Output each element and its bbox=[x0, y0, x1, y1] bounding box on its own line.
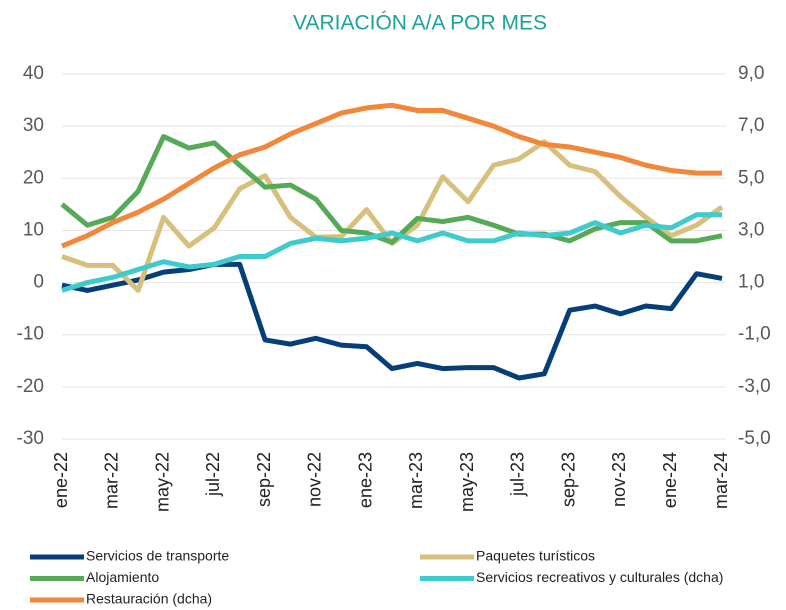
series-line bbox=[61, 139, 724, 293]
y-tick-label: 20 bbox=[23, 167, 44, 188]
y-tick-label: 0 bbox=[33, 272, 44, 293]
x-tick-label: mar-24 bbox=[711, 452, 731, 509]
legend-label: Servicios de transporte bbox=[86, 548, 229, 564]
y2-tick-label: 3,0 bbox=[738, 219, 764, 240]
y-tick-label: 10 bbox=[23, 219, 44, 240]
legend-label: Servicios recreativos y culturales (dcha… bbox=[476, 569, 723, 585]
y2-tick-label: 1,0 bbox=[738, 272, 764, 293]
y-tick-label: -20 bbox=[17, 376, 44, 397]
y2-tick-label: -5,0 bbox=[738, 428, 771, 449]
x-tick-label: nov-22 bbox=[305, 452, 325, 507]
x-tick-label: mar-23 bbox=[406, 452, 426, 509]
y2-tick-label: 5,0 bbox=[738, 167, 764, 188]
x-tick-label: sep-23 bbox=[558, 452, 578, 507]
y-tick-label: 40 bbox=[23, 63, 44, 84]
x-tick-label: mar-22 bbox=[102, 452, 122, 509]
x-tick-label: ene-22 bbox=[51, 452, 71, 508]
x-tick-label: nov-23 bbox=[609, 452, 629, 507]
series-line bbox=[61, 261, 723, 381]
series-line bbox=[61, 212, 722, 293]
y2-tick-label: 7,0 bbox=[738, 115, 764, 136]
x-tick-label: sep-22 bbox=[254, 452, 274, 507]
x-tick-label: may-22 bbox=[152, 452, 172, 512]
series-line bbox=[61, 102, 722, 249]
series-line bbox=[60, 134, 723, 245]
y2-tick-label: 9,0 bbox=[738, 63, 764, 84]
chart-title: VARIACIÓN A/A POR MES bbox=[293, 12, 547, 35]
y-tick-label: -10 bbox=[17, 324, 44, 345]
x-tick-label: ene-24 bbox=[660, 452, 680, 508]
legend-label: Paquetes turísticos bbox=[476, 548, 595, 564]
y2-tick-label: -1,0 bbox=[738, 324, 771, 345]
y-tick-label: -30 bbox=[17, 428, 44, 449]
x-tick-label: may-23 bbox=[457, 452, 477, 512]
y2-tick-label: -3,0 bbox=[738, 376, 771, 397]
legend-label: Alojamiento bbox=[86, 569, 159, 585]
y-tick-label: 30 bbox=[23, 115, 44, 136]
x-tick-label: jul-23 bbox=[508, 452, 528, 497]
legend-label: Restauración (dcha) bbox=[86, 591, 212, 607]
x-tick-label: ene-23 bbox=[355, 452, 375, 508]
x-tick-label: jul-22 bbox=[203, 452, 223, 497]
